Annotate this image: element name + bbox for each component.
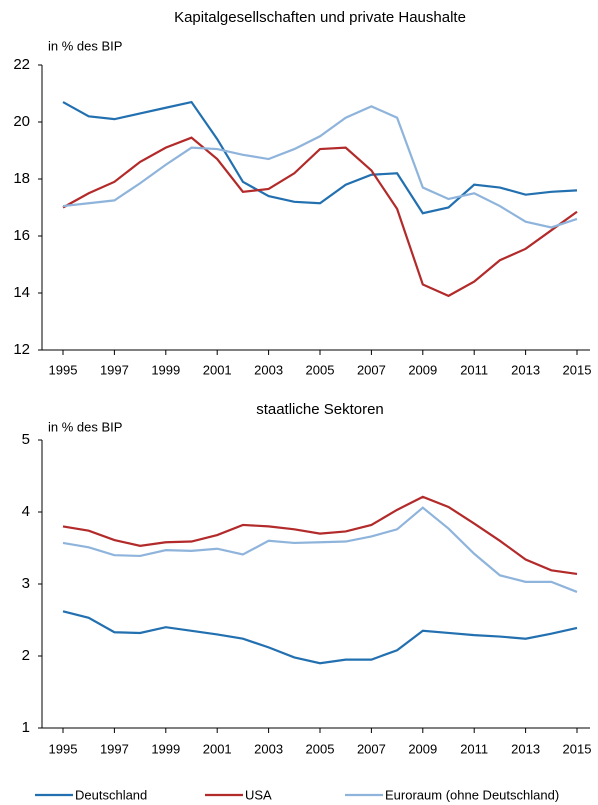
y-tick-label: 22 xyxy=(13,56,30,73)
y-axis-label: in % des BIP xyxy=(48,38,122,53)
x-tick-label: 2005 xyxy=(306,741,335,756)
chart-title: staatliche Sektoren xyxy=(256,401,384,418)
legend-label: USA xyxy=(245,787,272,802)
x-tick-label: 2007 xyxy=(357,741,386,756)
series-line xyxy=(62,495,578,576)
x-tick-label: 1995 xyxy=(49,741,78,756)
y-tick-label: 2 xyxy=(22,647,30,664)
y-tick-label: 18 xyxy=(13,170,30,187)
y-tick-label: 3 xyxy=(22,575,30,592)
x-tick-label: 2011 xyxy=(460,362,488,377)
x-tick-label: 1995 xyxy=(49,362,78,377)
x-tick-label: 2003 xyxy=(254,741,283,756)
x-tick-label: 2001 xyxy=(203,741,232,756)
y-tick-label: 12 xyxy=(13,341,30,358)
series-line xyxy=(62,610,578,665)
x-tick-label: 2009 xyxy=(408,362,437,377)
x-tick-label: 2005 xyxy=(306,362,335,377)
series-line xyxy=(62,100,578,215)
x-tick-label: 2015 xyxy=(563,362,592,377)
y-tick-label: 1 xyxy=(22,719,30,736)
x-tick-label: 1999 xyxy=(151,362,180,377)
x-tick-label: 2011 xyxy=(460,741,488,756)
y-tick-label: 14 xyxy=(13,284,30,301)
x-tick-label: 1997 xyxy=(100,741,129,756)
x-tick-label: 2013 xyxy=(511,741,540,756)
x-tick-label: 2003 xyxy=(254,362,283,377)
x-tick-label: 2013 xyxy=(511,362,540,377)
x-tick-label: 1999 xyxy=(151,741,180,756)
x-tick-label: 2007 xyxy=(357,362,386,377)
legend-label: Euroraum (ohne Deutschland) xyxy=(385,787,559,802)
series-line xyxy=(62,105,578,229)
y-tick-label: 5 xyxy=(22,431,30,448)
x-tick-label: 2015 xyxy=(563,741,592,756)
y-axis-label: in % des BIP xyxy=(48,419,122,434)
y-tick-label: 16 xyxy=(13,227,30,244)
legend-label: Deutschland xyxy=(75,787,147,802)
chart-title: Kapitalgesellschaften und private Hausha… xyxy=(174,9,466,26)
series-line xyxy=(62,136,578,298)
series-line xyxy=(62,506,578,593)
y-tick-label: 20 xyxy=(13,113,30,130)
x-tick-label: 2001 xyxy=(203,362,232,377)
x-tick-label: 2009 xyxy=(408,741,437,756)
x-tick-label: 1997 xyxy=(100,362,129,377)
y-tick-label: 4 xyxy=(22,503,30,520)
